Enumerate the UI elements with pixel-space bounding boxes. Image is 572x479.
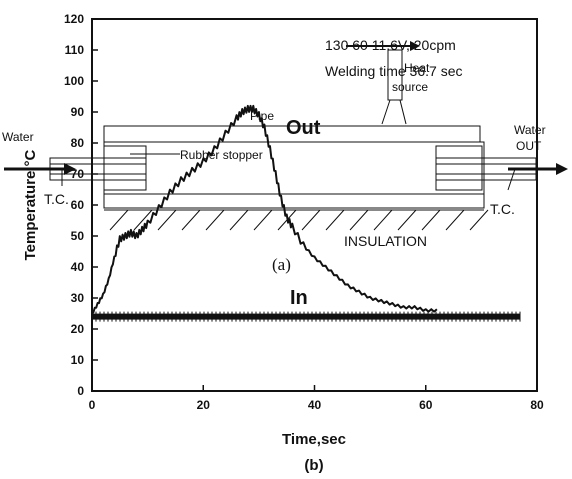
insulation-hatch-line: [349, 209, 369, 231]
panel-a-label: (a): [272, 255, 291, 274]
x-tick-label: 20: [197, 398, 211, 412]
y-tick-label: 80: [71, 136, 85, 150]
pipe-label: Pipe: [250, 109, 274, 123]
insulation-hatch-line: [109, 209, 129, 231]
figure-caption: (b): [304, 457, 323, 474]
water-in-arrowhead-icon: [64, 163, 76, 175]
tc-left-label: T.C.: [44, 191, 69, 207]
tc-right-wire: [507, 168, 516, 191]
insulation-hatch-line: [301, 209, 321, 231]
x-axis: 0 20 40 60 80: [89, 385, 544, 412]
torch-flame-left: [381, 99, 391, 125]
pipe-body: [103, 141, 485, 195]
y-tick-label: 60: [71, 198, 85, 212]
weld-conditions-text: 130 60 11.6V, 20cpm: [325, 37, 456, 53]
tc-right-label: T.C.: [490, 201, 515, 217]
insulation-hatch-line: [469, 209, 489, 231]
x-tick-label: 0: [89, 398, 96, 412]
y-axis-title: Temperature,°C: [22, 149, 39, 260]
series-in-line: [91, 311, 521, 322]
heat-source-label: Heat: [404, 61, 430, 75]
rubber-stopper-right: [435, 145, 483, 191]
y-tick-label: 10: [71, 353, 85, 367]
schematic-inset: [4, 41, 568, 231]
in-label: In: [290, 287, 308, 309]
x-axis-title: Time,sec: [282, 431, 346, 448]
insulation-hatch-line: [133, 209, 153, 231]
welding-time-text: Welding time 36.7 sec: [325, 63, 462, 79]
insulation-hatch: [104, 209, 489, 231]
y-tick-label: 40: [71, 260, 85, 274]
heat-source-arrowhead-icon: [410, 41, 420, 51]
y-tick-label: 20: [71, 322, 85, 336]
torch-flame-right: [399, 99, 407, 125]
insulation-hatch-line: [325, 209, 345, 231]
series-in-band: [92, 313, 521, 320]
water-in-label: Water: [2, 130, 34, 144]
y-tick-label: 30: [71, 291, 85, 305]
rubber-stopper-label: Rubber stopper: [180, 148, 263, 162]
insulation-hatch-line: [229, 209, 249, 231]
y-tick-label: 0: [77, 384, 84, 398]
insulation-hatch-line: [445, 209, 465, 231]
x-tick-label: 40: [308, 398, 322, 412]
y-tick-label: 100: [64, 74, 84, 88]
insulation-hatch-line: [397, 209, 417, 231]
series-out-line: [91, 104, 438, 315]
heat-source-label-2: source: [392, 80, 428, 94]
y-tick-label: 90: [71, 105, 85, 119]
x-tick-label: 80: [530, 398, 544, 412]
x-tick-label: 60: [419, 398, 433, 412]
heat-source-torch: [387, 49, 403, 101]
out-label: Out: [286, 117, 321, 139]
y-tick-label: 120: [64, 12, 84, 26]
insulation-hatch-line: [205, 209, 225, 231]
pipe-bottom: [103, 193, 485, 209]
insulation-hatch-line: [181, 209, 201, 231]
insulation-label: INSULATION: [344, 233, 427, 249]
insulation-hatch-line: [253, 209, 273, 231]
rubber-stopper-left: [103, 145, 147, 191]
water-out-label-2: OUT: [516, 139, 542, 153]
insulation-hatch-line: [157, 209, 177, 231]
insulation-hatch-line: [373, 209, 393, 231]
insulation-hatch-line: [421, 209, 441, 231]
y-tick-label: 50: [71, 229, 85, 243]
water-out-label: Water: [514, 123, 546, 137]
water-out-arrowhead-icon: [556, 163, 568, 175]
y-tick-label: 110: [65, 43, 85, 57]
